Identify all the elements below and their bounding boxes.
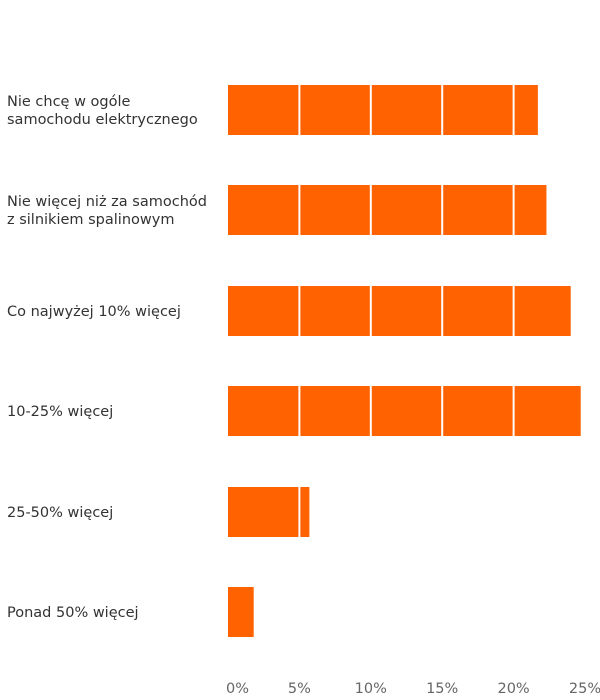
category-label: 25-50% więcej <box>7 505 113 521</box>
category-label: z silnikiem spalinowym <box>7 212 174 228</box>
category-label: Nie chcę w ogóle <box>7 94 131 110</box>
category-label: Co najwyżej 10% więcej <box>7 304 181 320</box>
bar-2 <box>228 185 547 235</box>
x-tick-label: 0% <box>226 681 249 697</box>
x-tick-label: 5% <box>288 681 311 697</box>
category-label: Nie więcej niż za samochód <box>7 194 207 210</box>
bar-1 <box>228 85 538 135</box>
bar-4 <box>228 386 581 436</box>
bar-6 <box>228 587 254 637</box>
category-label: samochodu elektrycznego <box>7 112 198 128</box>
bar-5 <box>228 487 310 537</box>
category-label: Ponad 50% więcej <box>7 605 139 621</box>
x-tick-label: 20% <box>497 681 529 697</box>
category-label: 10-25% więcej <box>7 404 113 420</box>
x-tick-label: 10% <box>355 681 387 697</box>
bar-3 <box>228 286 571 336</box>
x-tick-label: 25% <box>569 681 600 697</box>
x-tick-label: 15% <box>426 681 458 697</box>
